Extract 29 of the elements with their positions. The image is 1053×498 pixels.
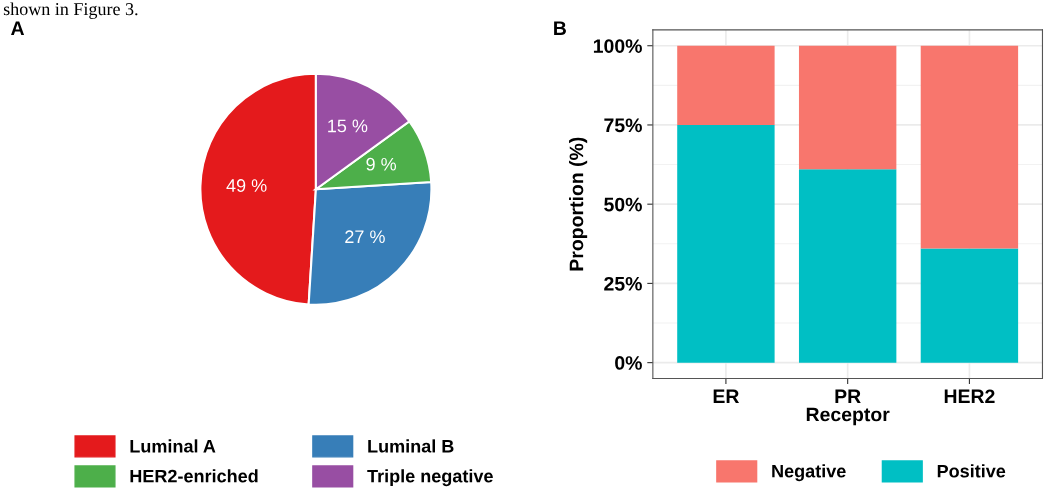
x-tick-label: PR	[835, 389, 861, 403]
bar	[677, 45, 775, 125]
legend-label: Positive	[937, 464, 1006, 478]
legend-label: Luminal B	[368, 439, 454, 453]
bar	[798, 45, 897, 170]
legend-label: HER2-enriched	[130, 469, 258, 483]
legend-label: Negative	[772, 464, 846, 482]
chart-title: B	[554, 21, 566, 35]
y-tick-label: 50%	[604, 197, 642, 212]
legend-label: Luminal A	[130, 439, 216, 453]
y-tick-label: 100%	[593, 39, 642, 53]
text: shown in Figure 3.	[3, 2, 138, 19]
legend-label: Triple negative	[367, 469, 493, 487]
data-label: 9 %	[366, 157, 397, 171]
y-axis-title: Proportion (%)	[569, 137, 588, 271]
bar	[920, 248, 1019, 363]
bar	[798, 169, 897, 363]
y-tick-label: 0%	[615, 356, 642, 370]
data-label: 27 %	[345, 230, 385, 244]
y-tick-label: 25%	[604, 276, 642, 291]
data-label: 49 %	[226, 179, 267, 192]
bar	[677, 124, 775, 363]
x-tick-label: HER2	[944, 389, 995, 403]
data-label: 15 %	[328, 119, 368, 133]
y-tick-label: 75%	[604, 118, 642, 133]
bar	[920, 45, 1019, 249]
chart-title: A	[11, 21, 25, 35]
x-tick-label: ER	[713, 389, 740, 403]
x-axis-title: Receptor	[806, 407, 890, 426]
